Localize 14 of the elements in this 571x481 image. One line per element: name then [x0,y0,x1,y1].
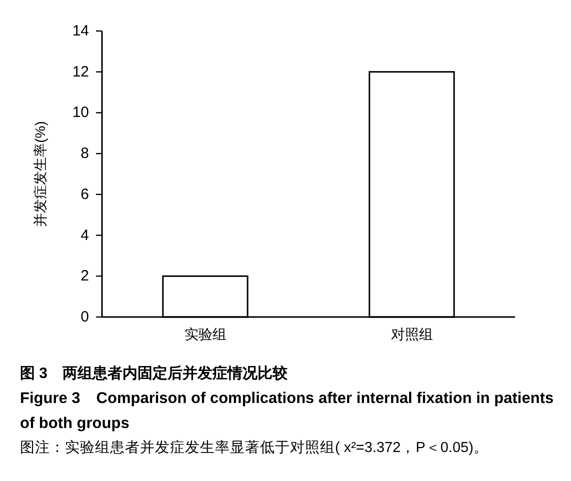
y-tick-label: 10 [72,104,89,122]
y-tick-label: 4 [80,226,89,244]
x-tick-label: 实验组 [184,326,226,342]
y-tick-label: 0 [80,308,89,326]
x-tick-label: 对照组 [390,326,433,342]
y-tick-label: 2 [80,268,89,285]
y-tick-label: 8 [80,145,89,162]
y-tick-label: 12 [72,63,89,80]
y-tick-label: 14 [72,22,89,40]
y-tick-label: 6 [80,186,89,203]
text: 图 3 两组患者内固定后并发症情况比较 [20,364,289,384]
text: 图注：实验组患者并发症发生率显著低于对照组( x²=3.372，P＜0.05)。 [20,438,490,458]
y-axis-title: 并发症发生率(%) [32,121,48,227]
text: Figure 3 Comparison of complications after internal fixation in patients of both groups [20,389,555,434]
